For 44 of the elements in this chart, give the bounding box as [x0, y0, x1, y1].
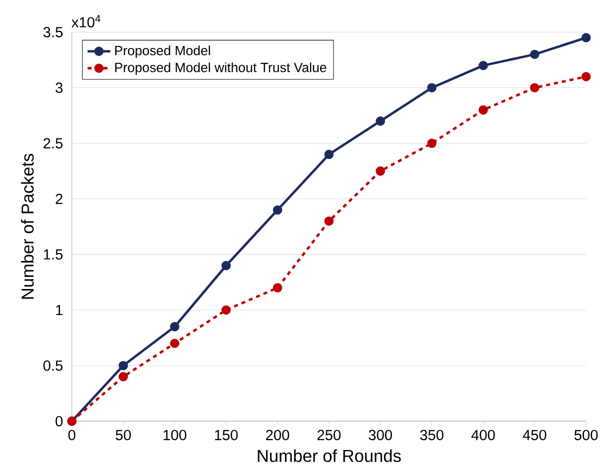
x-axis-title: Number of Rounds [258, 449, 401, 462]
x-tick-label: 150 [215, 430, 238, 440]
x-tick-label: 200 [266, 430, 290, 440]
point [272, 205, 282, 215]
x-tick-label: 400 [471, 430, 495, 440]
point [427, 138, 436, 148]
point [170, 322, 180, 332]
y-tick-label: 0.5 [43, 360, 63, 371]
legend-label: Proposed Model without Trust Value [115, 62, 326, 75]
y-tick-label: 2.5 [44, 138, 63, 148]
point [376, 166, 386, 176]
point [581, 72, 591, 82]
point [478, 105, 488, 115]
y-tick-label: 1 [56, 305, 62, 316]
point [170, 338, 180, 348]
point [427, 83, 436, 92]
x-tick-label: 500 [574, 430, 598, 440]
x-tick-label: 50 [116, 430, 131, 440]
point [272, 283, 282, 292]
legend-label: Proposed Model [115, 46, 210, 58]
point [530, 50, 540, 60]
point [376, 116, 386, 126]
x-tick-label: 350 [420, 430, 444, 440]
point [581, 33, 591, 42]
point [324, 150, 334, 160]
x-tick-label: 450 [522, 430, 546, 440]
point [221, 260, 231, 270]
point [478, 60, 488, 70]
point [118, 372, 128, 382]
y-tick-label: 2 [56, 194, 62, 204]
x-tick-label: 0 [68, 430, 76, 440]
text: x10$^{4}$ [72, 14, 100, 28]
point [118, 360, 128, 370]
x-tick-label: 250 [318, 430, 341, 440]
x-tick-label: 300 [368, 430, 392, 440]
y-tick-label: 3 [56, 82, 63, 93]
y-tick-label: 0 [56, 416, 63, 426]
y-tick-label: 1.5 [44, 249, 63, 260]
y-tick-label: 3.5 [43, 26, 63, 38]
x-tick-label: 100 [164, 430, 186, 440]
point [221, 305, 231, 315]
y-axis-title: Number of Packets [21, 154, 34, 299]
point [530, 83, 540, 92]
point [324, 216, 334, 226]
